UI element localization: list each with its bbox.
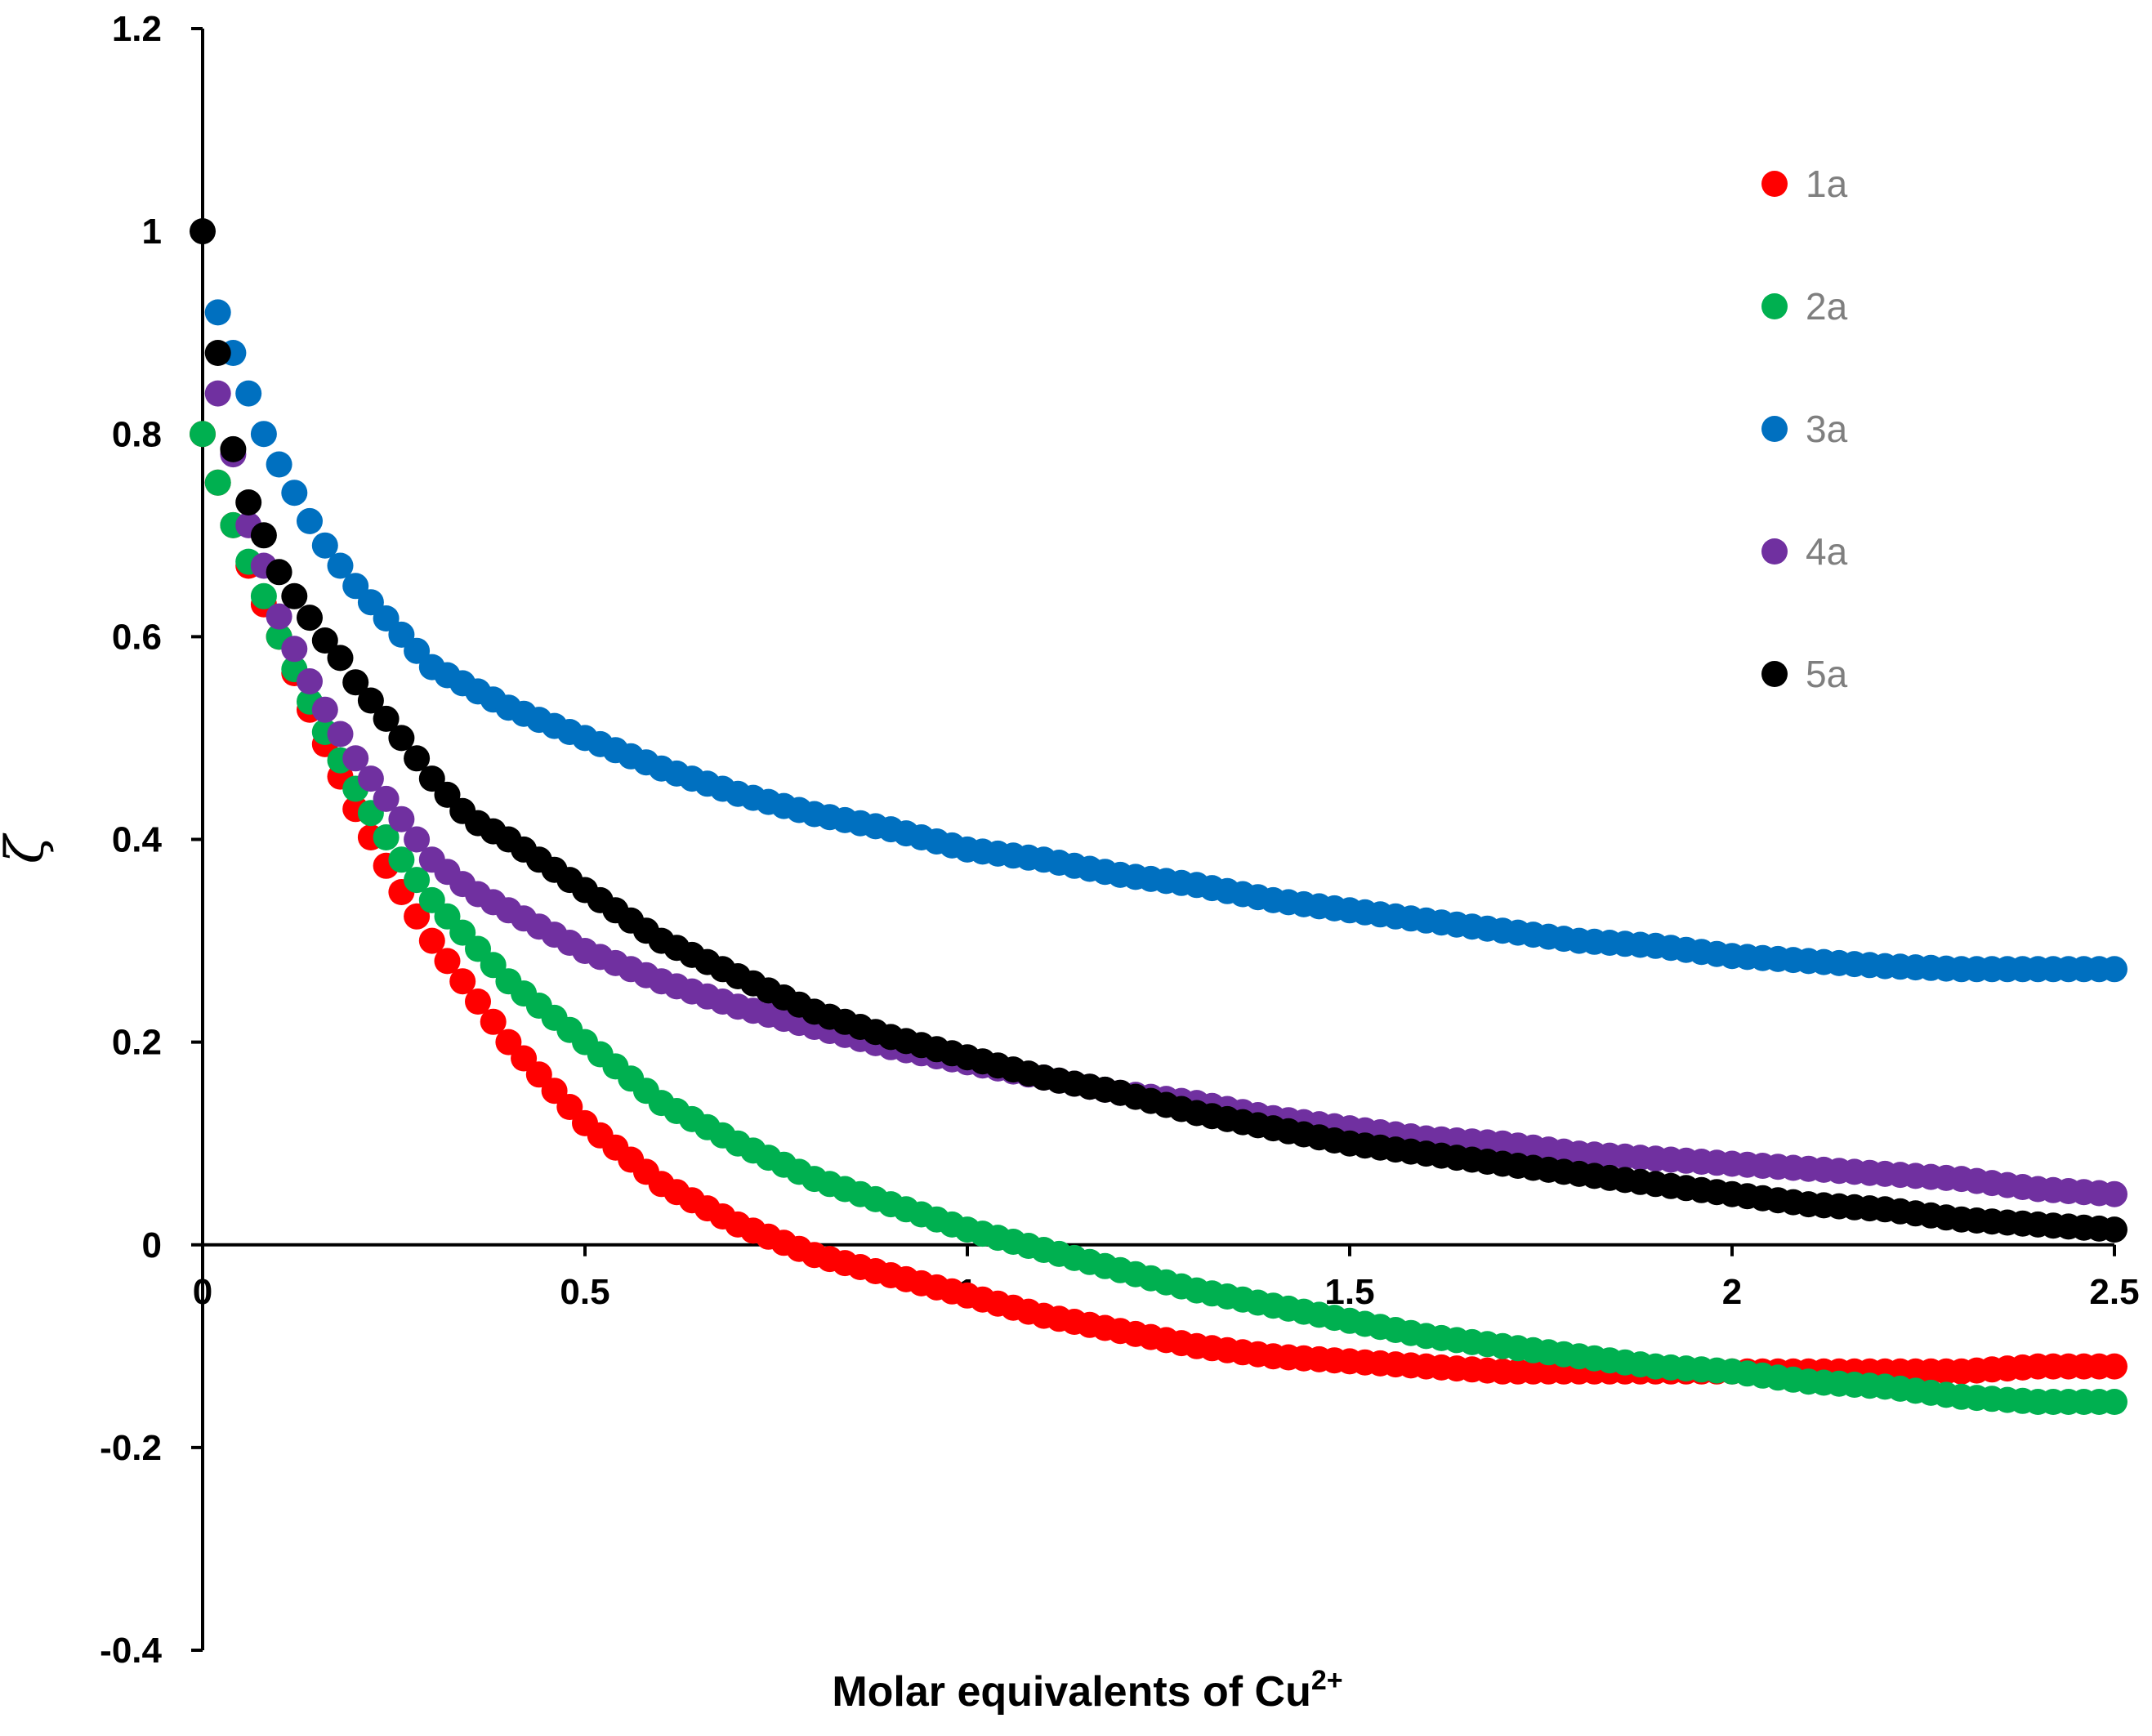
- data-point-4a: [281, 636, 308, 663]
- legend-marker-2a: [1761, 293, 1788, 319]
- data-point-4a: [404, 826, 431, 853]
- data-point-1a: [495, 1029, 522, 1055]
- data-point-5a: [266, 559, 292, 586]
- legend-label-2a: 2a: [1806, 285, 1848, 328]
- data-point-2a: [2101, 1389, 2127, 1415]
- data-point-1a: [465, 988, 491, 1015]
- data-point-5a: [281, 582, 308, 609]
- data-point-1a: [2101, 1353, 2127, 1380]
- x-tick-label: 0.5: [560, 1272, 609, 1312]
- data-point-2a: [418, 886, 445, 913]
- data-point-4a: [357, 765, 384, 792]
- y-tick-label: -0.2: [100, 1428, 162, 1468]
- data-point-3a: [204, 299, 231, 326]
- legend: 1a 2a 3a 4a 5a: [1761, 163, 1848, 695]
- x-tick-label: 2: [1722, 1272, 1742, 1312]
- data-point-2a: [404, 867, 431, 894]
- series-layer: [190, 218, 2127, 1415]
- data-point-5a: [373, 705, 400, 732]
- y-tick-label: 0.2: [112, 1023, 162, 1063]
- data-point-4a: [2101, 1180, 2127, 1207]
- series-4a: [204, 380, 2127, 1207]
- data-point-3a: [342, 573, 369, 600]
- data-point-4a: [311, 696, 338, 723]
- x-axis-title-superscript: 2+: [1311, 1665, 1343, 1696]
- data-point-3a: [266, 451, 292, 478]
- data-point-3a: [297, 507, 323, 534]
- data-point-5a: [388, 725, 415, 752]
- data-point-5a: [220, 435, 247, 462]
- legend-marker-1a: [1761, 171, 1788, 197]
- y-tick-label: -0.4: [100, 1631, 162, 1671]
- data-point-5a: [357, 687, 384, 714]
- legend-marker-5a: [1761, 661, 1788, 687]
- y-tick-label: 1.2: [112, 9, 162, 49]
- data-point-3a: [2101, 956, 2127, 983]
- data-point-2a: [373, 824, 400, 850]
- data-point-5a: [250, 522, 277, 549]
- data-point-5a: [190, 218, 216, 245]
- legend-label-3a: 3a: [1806, 408, 1848, 450]
- series-2a: [190, 421, 2127, 1415]
- data-point-4a: [204, 380, 231, 407]
- legend-label-4a: 4a: [1806, 530, 1848, 573]
- data-point-5a: [204, 340, 231, 366]
- data-point-4a: [297, 668, 323, 694]
- series-3a: [204, 299, 2127, 983]
- data-point-1a: [525, 1061, 552, 1088]
- data-point-5a: [342, 669, 369, 696]
- data-point-2a: [480, 952, 507, 979]
- legend-label-1a: 1a: [1806, 163, 1848, 205]
- data-point-5a: [404, 745, 431, 772]
- data-point-5a: [2101, 1216, 2127, 1243]
- data-point-3a: [311, 532, 338, 559]
- data-point-4a: [342, 745, 369, 772]
- data-point-5a: [235, 489, 262, 515]
- data-point-4a: [327, 721, 354, 748]
- data-point-5a: [434, 781, 461, 808]
- data-point-5a: [327, 645, 354, 672]
- y-tick-label: 0.8: [112, 414, 162, 454]
- data-point-5a: [297, 605, 323, 631]
- data-point-3a: [250, 421, 277, 448]
- data-point-2a: [449, 919, 476, 946]
- y-tick-label: 1: [142, 212, 162, 252]
- data-point-3a: [235, 380, 262, 407]
- data-point-2a: [190, 421, 216, 448]
- data-point-1a: [418, 927, 445, 954]
- data-point-3a: [404, 637, 431, 664]
- legend-marker-3a: [1761, 416, 1788, 442]
- data-point-5a: [311, 627, 338, 654]
- series-5a: [190, 218, 2127, 1243]
- data-point-4a: [388, 806, 415, 832]
- data-point-2a: [388, 846, 415, 873]
- data-point-4a: [373, 785, 400, 812]
- data-point-3a: [373, 605, 400, 631]
- x-axis-title-text: Molar equivalents of Cu: [832, 1668, 1311, 1716]
- x-tick-label: 2.5: [2089, 1272, 2139, 1312]
- legend-marker-4a: [1761, 538, 1788, 565]
- data-point-3a: [327, 552, 354, 579]
- data-point-3a: [281, 480, 308, 507]
- legend-label-5a: 5a: [1806, 653, 1848, 695]
- data-point-4a: [266, 603, 292, 630]
- axes: 1.210.80.60.40.20-0.2-0.400.511.522.5: [100, 9, 2139, 1671]
- y-axis-title: ζ: [0, 832, 56, 864]
- data-point-2a: [250, 582, 277, 609]
- data-point-1a: [434, 948, 461, 975]
- y-tick-label: 0.4: [112, 820, 163, 860]
- x-tick-label: 0: [193, 1272, 212, 1312]
- data-point-1a: [480, 1008, 507, 1035]
- y-tick-label: 0: [142, 1225, 162, 1265]
- data-point-1a: [556, 1094, 583, 1120]
- x-axis-title: Molar equivalents of Cu2+: [832, 1665, 1342, 1716]
- data-point-1a: [449, 968, 476, 995]
- data-point-2a: [204, 469, 231, 496]
- data-point-1a: [404, 903, 431, 930]
- y-tick-label: 0.6: [112, 617, 162, 657]
